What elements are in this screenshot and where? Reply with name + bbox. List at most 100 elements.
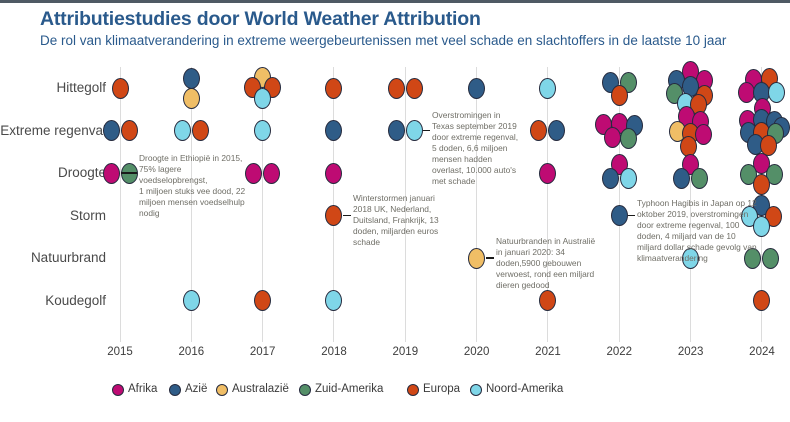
legend-label-azi-: Azië xyxy=(185,383,208,395)
legend-color-dot-azi- xyxy=(169,384,181,396)
legend-color-dot-afrika xyxy=(112,384,124,396)
event-dot-2023-extreme-regenval-afrika xyxy=(695,124,713,145)
event-dot-2022-droogte-noord-amerika xyxy=(619,167,637,189)
gridline-2019 xyxy=(404,67,406,342)
event-dot-2016-extreme-regenval-europa xyxy=(191,120,209,141)
legend-label-noord-amerika: Noord-Amerika xyxy=(486,383,564,395)
event-dot-2024-droogte-europa xyxy=(753,173,771,195)
annotation-text-3: Overstromingen in Texas september 2019 d… xyxy=(432,110,519,186)
gridline-2023 xyxy=(690,67,692,342)
x-tick-label-2021: 2021 xyxy=(535,346,561,358)
x-tick-label-2022: 2022 xyxy=(606,346,633,358)
gridline-2022 xyxy=(618,67,620,342)
event-dot-2022-hittegolf-europa xyxy=(610,84,628,106)
event-dot-2015-extreme-regenval-azi- xyxy=(102,120,120,141)
event-dot-2020-hittegolf-azi- xyxy=(468,77,486,99)
legend-label-australazi-: Australazië xyxy=(232,383,289,395)
gridline-2016 xyxy=(190,67,192,342)
event-dot-2016-hittegolf-australazi- xyxy=(182,87,200,109)
x-tick-label-2016: 2016 xyxy=(178,346,205,358)
event-dot-2018-storm-europa xyxy=(325,205,343,226)
legend-label-afrika: Afrika xyxy=(128,383,158,395)
x-tick-label-2024: 2024 xyxy=(749,346,775,358)
event-dot-2015-hittegolf-europa xyxy=(111,77,129,99)
event-dot-2022-storm-azi- xyxy=(610,205,628,226)
annotation-leader-2 xyxy=(343,214,351,217)
x-tick-label-2019: 2019 xyxy=(392,346,419,358)
event-dot-2023-droogte-azi- xyxy=(673,167,691,189)
y-category-label-droogte: Droogte xyxy=(57,165,106,180)
event-dot-2024-droogte-afrika xyxy=(753,152,771,174)
event-dot-2018-hittegolf-europa xyxy=(325,77,343,99)
legend-color-dot-australazi- xyxy=(216,384,228,396)
event-dot-2018-droogte-afrika xyxy=(325,162,343,184)
x-tick-label-2020: 2020 xyxy=(463,346,490,358)
annotation-leader-5 xyxy=(628,214,635,217)
y-category-label-koudegolf: Koudegolf xyxy=(45,292,106,308)
annotation-leader-1 xyxy=(121,172,137,174)
top-border xyxy=(0,0,790,3)
x-tick-label-2018: 2018 xyxy=(321,346,347,358)
event-dot-2023-natuurbrand-noord-amerika xyxy=(682,247,700,269)
event-dot-2021-extreme-regenval-europa xyxy=(530,120,548,141)
gridline-2018 xyxy=(333,67,335,342)
event-dot-2021-droogte-afrika xyxy=(539,162,557,184)
event-dot-2018-koudegolf-noord-amerika xyxy=(325,290,343,311)
event-dot-2021-koudegolf-europa xyxy=(539,290,557,311)
event-dot-2016-extreme-regenval-noord-amerika xyxy=(173,120,191,141)
annotation-leader-3 xyxy=(423,129,430,132)
event-dot-2017-koudegolf-europa xyxy=(254,290,272,311)
event-dot-2024-koudegolf-europa xyxy=(753,290,771,311)
gridline-2020 xyxy=(476,67,478,342)
event-dot-2022-extreme-regenval-zuid-amerika xyxy=(619,128,637,149)
event-dot-2016-koudegolf-noord-amerika xyxy=(182,290,200,311)
page-subtitle: De rol van klimaatverandering in extreme… xyxy=(40,33,727,48)
legend-color-dot-europa xyxy=(407,384,419,396)
legend-color-dot-zuid-amerika xyxy=(299,384,311,396)
event-dot-2019-extreme-regenval-azi- xyxy=(387,120,405,141)
event-dot-2015-droogte-afrika xyxy=(102,162,120,184)
event-dot-2017-extreme-regenval-noord-amerika xyxy=(254,120,272,141)
gridline-2017 xyxy=(262,67,264,342)
event-dot-2024-natuurbrand-zuid-amerika xyxy=(762,247,780,269)
event-dot-2019-hittegolf-europa xyxy=(387,77,405,99)
event-dot-2016-hittegolf-azi- xyxy=(182,67,200,89)
event-dot-2015-extreme-regenval-europa xyxy=(120,120,138,141)
event-dot-2020-natuurbrand-australazi- xyxy=(468,247,486,269)
event-dot-2019-hittegolf-europa xyxy=(405,77,423,99)
annotation-text-5: Typhoon Hagibis in Japan op 12 oktober 2… xyxy=(637,198,757,263)
event-dot-2017-droogte-afrika xyxy=(263,162,281,184)
page-title: Attributiestudies door World Weather Att… xyxy=(40,8,481,30)
x-tick-label-2015: 2015 xyxy=(107,346,133,358)
event-dot-2024-extreme-regenval-europa xyxy=(760,135,778,156)
event-dot-2017-hittegolf-noord-amerika xyxy=(254,87,272,109)
event-dot-2023-droogte-zuid-amerika xyxy=(691,167,709,189)
x-tick-label-2017: 2017 xyxy=(249,346,276,358)
event-dot-2024-storm-noord-amerika xyxy=(753,216,771,237)
annotation-leader-4 xyxy=(486,257,494,259)
x-tick-label-2023: 2023 xyxy=(677,346,704,358)
legend-label-europa: Europa xyxy=(423,383,461,395)
legend-label-zuid-amerika: Zuid-Amerika xyxy=(315,383,384,395)
annotation-text-2: Winterstormen januari 2018 UK, Nederland… xyxy=(353,193,439,247)
gridline-2015 xyxy=(119,67,121,342)
event-dot-2021-hittegolf-noord-amerika xyxy=(539,77,557,99)
y-category-label-storm: Storm xyxy=(69,207,106,223)
event-dot-2022-extreme-regenval-afrika xyxy=(603,127,621,148)
y-category-label-extreme-regenval: Extreme regenval xyxy=(0,122,106,138)
event-dot-2018-extreme-regenval-azi- xyxy=(325,120,343,141)
gridline-2021 xyxy=(547,67,549,342)
legend-color-dot-noord-amerika xyxy=(470,384,482,396)
event-dot-2019-extreme-regenval-noord-amerika xyxy=(405,120,423,141)
event-dot-2022-droogte-azi- xyxy=(601,167,619,189)
event-dot-2024-natuurbrand-zuid-amerika xyxy=(744,247,762,269)
y-category-label-hittegolf: Hittegolf xyxy=(56,80,106,95)
event-dot-2024-hittegolf-noord-amerika xyxy=(768,81,786,103)
event-dot-2024-storm-europa xyxy=(765,206,783,227)
annotation-text-1: Droogte in Ethiopië in 2015, 75% lagere … xyxy=(139,153,246,218)
event-dot-2024-droogte-zuid-amerika xyxy=(766,163,784,185)
event-dot-2017-droogte-afrika xyxy=(245,162,263,184)
event-dot-2021-extreme-regenval-azi- xyxy=(548,120,566,141)
y-category-label-natuurbrand: Natuurbrand xyxy=(30,250,106,265)
